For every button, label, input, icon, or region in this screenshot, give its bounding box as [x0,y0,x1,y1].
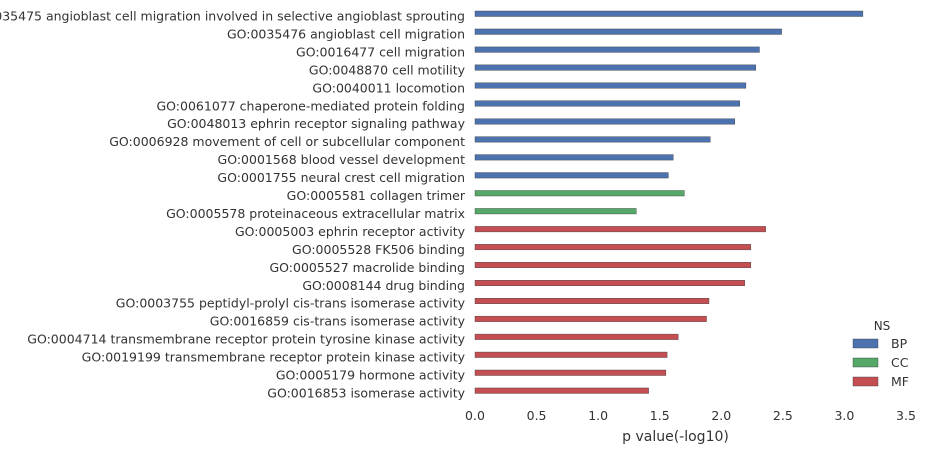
bar-mf [474,387,649,394]
category-label: GO:0040011 locomotion [312,80,465,95]
bar-bp [474,28,782,35]
x-axis-label: p value(-log10) [622,429,729,445]
bar-bp [474,64,756,71]
category-label: GO:0035476 angioblast cell migration [227,26,465,41]
bar-bp [474,82,747,89]
category-label: GO:0001568 blood vessel development [218,152,466,167]
category-label: GO:0005003 ephrin receptor activity [235,224,466,239]
category-label: GO:0016859 cis-trans isomerase activity [210,314,466,329]
legend-swatch-cc [852,357,879,368]
x-tick-label: 3.5 [896,408,916,423]
legend-title: NS [874,319,891,333]
category-label: GO:0019199 transmembrane receptor protei… [82,350,466,365]
bar-bp [474,46,760,53]
bar-mf [474,333,679,340]
legend-label-cc: CC [891,355,909,370]
bar-cc [474,208,637,215]
bar-mf [474,315,707,322]
category-label: GO:0005179 hormone activity [276,368,466,383]
category-label: GO:0048870 cell motility [309,62,466,77]
x-tick-label: 2.5 [773,408,793,423]
category-label: GO:0016853 isomerase activity [267,385,465,400]
category-label: GO:0005527 macrolide binding [269,260,465,275]
category-label: GO:0004714 transmembrane receptor protei… [27,332,465,347]
bar-mf [474,369,667,376]
bar-bp [474,172,669,179]
category-label: GO:0061077 chaperone-mediated protein fo… [156,98,465,113]
bars-layer [474,10,864,394]
x-tick-label: 0.0 [465,408,485,423]
category-label: GO:0035475 angioblast cell migration inv… [0,9,465,24]
category-label: GO:0003755 peptidyl-prolyl cis-trans iso… [116,296,466,311]
category-label: GO:0008144 drug binding [302,278,465,293]
legend-label-bp: BP [891,336,908,351]
x-tick-label: 0.5 [527,408,547,423]
category-label: GO:0005578 proteinaceous extracellular m… [166,206,465,221]
bar-mf [474,244,752,251]
category-label: GO:0005581 collagen trimer [287,188,466,203]
category-labels: GO:0035475 angioblast cell migration inv… [0,9,466,401]
bar-mf [474,280,745,286]
bar-cc [474,190,685,197]
legend-swatch-bp [852,338,879,349]
bar-bp [474,118,736,125]
x-axis-ticks: 0.0 0.5 1.0 1.5 2.0 2.5 3.0 3.5 [465,408,916,423]
bar-mf [474,298,710,304]
bar-bp [474,136,711,143]
legend: NS BP CC MF [852,319,909,389]
category-label: GO:0006928 movement of cell or subcellul… [109,134,465,149]
category-label: GO:0005528 FK506 binding [292,242,465,257]
category-label: GO:0016477 cell migration [296,44,465,59]
bar-mf [474,351,668,358]
category-label: GO:0001755 neural crest cell migration [217,170,465,185]
category-label: GO:0048013 ephrin receptor signaling pat… [167,116,466,131]
bar-bp [474,154,674,161]
x-tick-label: 1.5 [650,408,670,423]
bar-mf [474,262,752,268]
bar-bp [474,10,864,17]
bar-bp [474,100,740,107]
x-tick-label: 1.0 [588,408,608,423]
x-tick-label: 2.0 [711,408,731,423]
bar-mf [474,226,766,233]
x-tick-label: 3.0 [834,408,854,423]
legend-label-mf: MF [891,374,909,389]
legend-swatch-mf [852,376,879,387]
